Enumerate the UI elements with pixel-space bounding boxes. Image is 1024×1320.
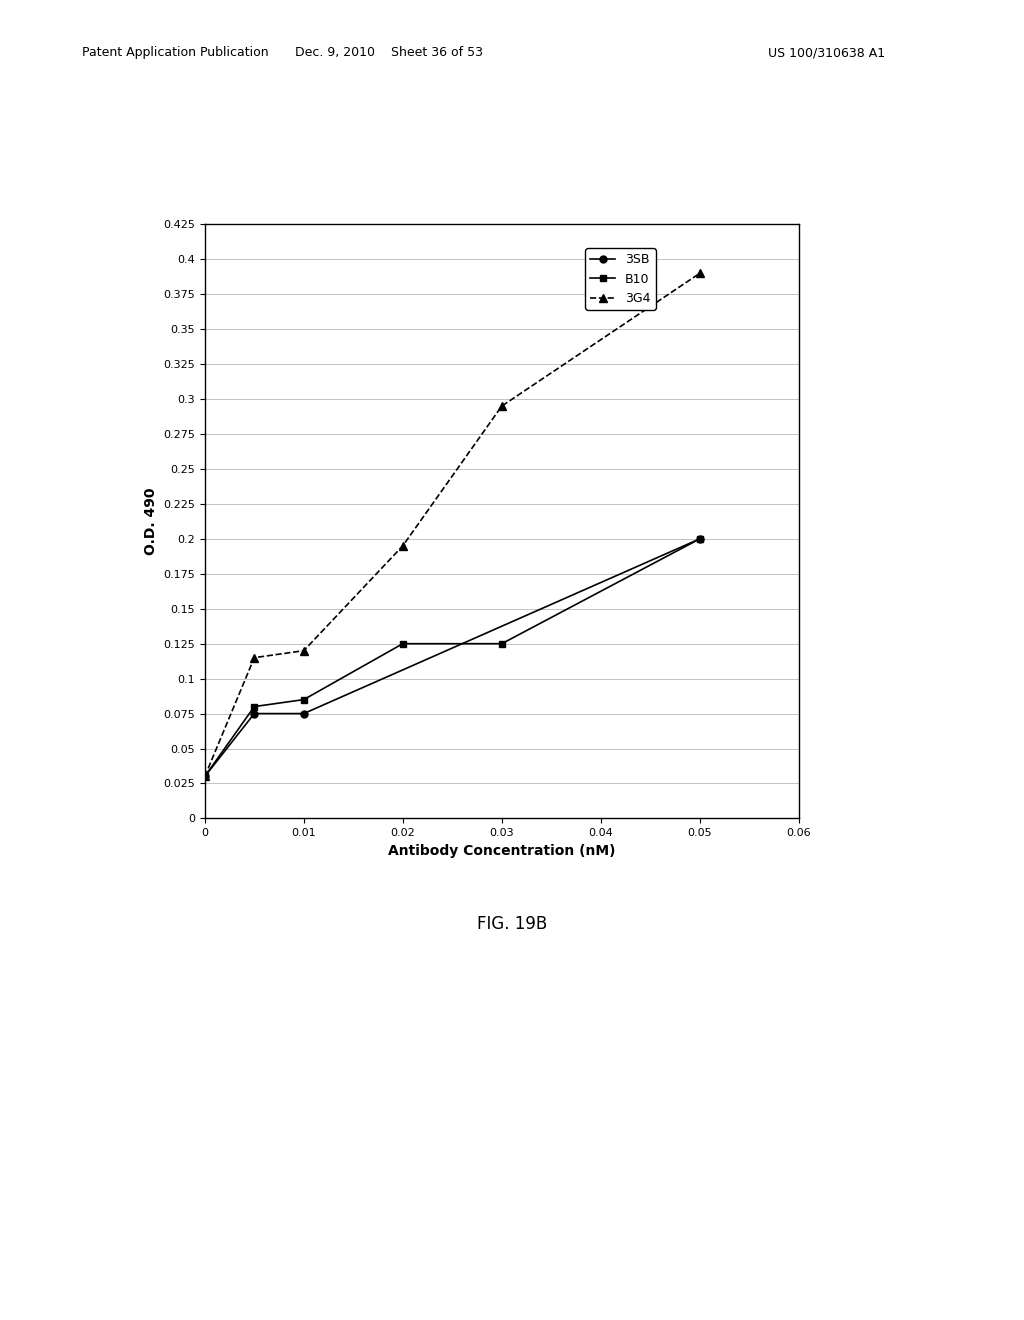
Legend: 3SB, B10, 3G4: 3SB, B10, 3G4 [586, 248, 655, 310]
3G4 [199, 768, 211, 784]
3G4 [693, 265, 706, 281]
Text: Dec. 9, 2010    Sheet 36 of 53: Dec. 9, 2010 Sheet 36 of 53 [295, 46, 483, 59]
3SB [248, 706, 260, 722]
Text: Patent Application Publication: Patent Application Publication [82, 46, 268, 59]
B10 [199, 768, 211, 784]
3SB [693, 531, 706, 546]
3G4 [396, 539, 409, 554]
3G4 [496, 399, 508, 414]
Line: B10: B10 [202, 536, 703, 780]
B10 [248, 698, 260, 714]
B10 [693, 531, 706, 546]
B10 [298, 692, 310, 708]
Line: 3SB: 3SB [202, 536, 703, 780]
Line: 3G4: 3G4 [201, 269, 703, 780]
B10 [496, 636, 508, 652]
Text: US 100/310638 A1: US 100/310638 A1 [768, 46, 885, 59]
B10 [396, 636, 409, 652]
Y-axis label: O.D. 490: O.D. 490 [143, 487, 158, 556]
Text: FIG. 19B: FIG. 19B [477, 915, 547, 933]
3G4 [248, 649, 260, 665]
X-axis label: Antibody Concentration (nM): Antibody Concentration (nM) [388, 843, 615, 858]
3G4 [298, 643, 310, 659]
3SB [298, 706, 310, 722]
3SB [199, 768, 211, 784]
